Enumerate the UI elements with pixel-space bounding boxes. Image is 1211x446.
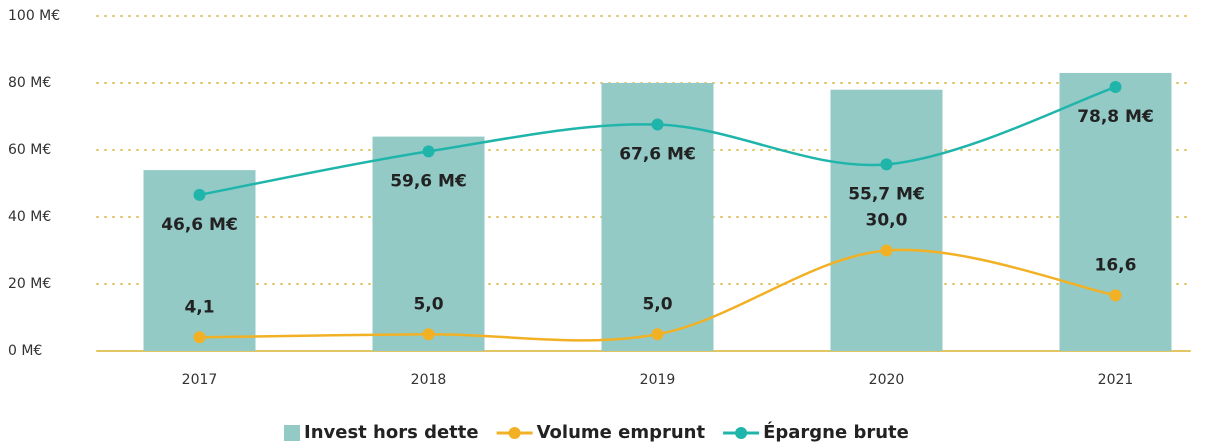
point — [651, 328, 664, 341]
legend-swatch — [735, 427, 748, 439]
x-tick-label: 2017 — [182, 372, 218, 388]
y-tick-label: 100 M€ — [8, 8, 60, 24]
value-label: 30,0 — [866, 211, 908, 231]
bar — [1059, 72, 1172, 351]
point — [422, 328, 435, 341]
legend-label: Volume emprunt — [537, 422, 706, 443]
value-label: 16,6 — [1095, 255, 1137, 275]
y-tick-label: 80 M€ — [8, 75, 51, 91]
value-label: 59,6 M€ — [390, 171, 467, 191]
value-label: 55,7 M€ — [848, 184, 925, 204]
y-tick-label: 40 M€ — [8, 209, 51, 225]
value-label: 5,0 — [413, 294, 443, 314]
legend-label: Épargne brute — [763, 421, 909, 443]
point — [1109, 81, 1122, 94]
point — [880, 158, 893, 171]
x-tick-label: 2020 — [869, 372, 905, 388]
point — [193, 188, 206, 201]
bar — [830, 89, 943, 351]
legend-label: Invest hors dette — [304, 422, 479, 443]
legend-swatch — [284, 425, 300, 441]
value-label: 46,6 M€ — [161, 215, 238, 235]
y-tick-label: 0 M€ — [8, 343, 42, 359]
point — [193, 331, 206, 344]
value-label: 78,8 M€ — [1077, 107, 1154, 127]
x-tick-label: 2021 — [1098, 372, 1134, 388]
bar — [372, 136, 485, 351]
value-label: 67,6 M€ — [619, 145, 696, 165]
point — [1109, 289, 1122, 302]
point — [880, 244, 893, 257]
point — [422, 145, 435, 158]
point — [651, 118, 664, 131]
y-tick-label: 20 M€ — [8, 276, 51, 292]
value-label: 5,0 — [642, 294, 672, 314]
x-tick-label: 2019 — [640, 372, 676, 388]
x-tick-label: 2018 — [411, 372, 447, 388]
y-tick-label: 60 M€ — [8, 142, 51, 158]
value-label: 4,1 — [184, 297, 214, 317]
legend-swatch — [508, 427, 521, 439]
